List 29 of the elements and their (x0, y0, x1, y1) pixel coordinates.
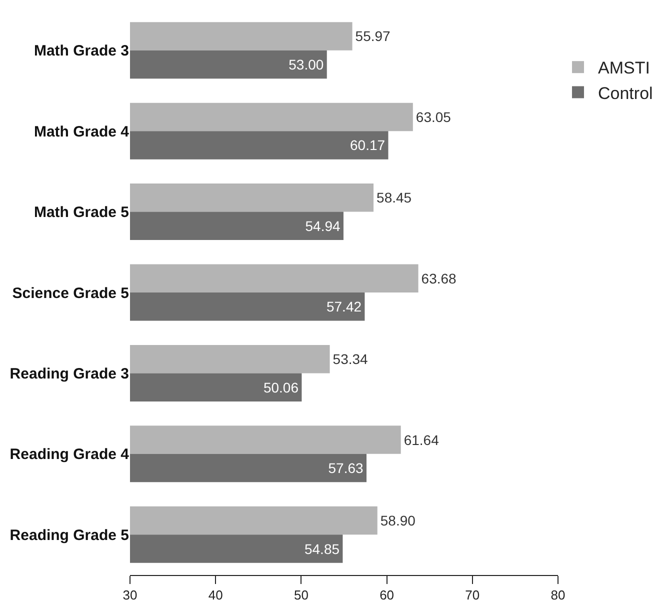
legend-label: AMSTI (598, 58, 650, 78)
y-tick-label: Math Grade 4 (34, 123, 130, 140)
data-label: 53.00 (288, 56, 324, 72)
data-label: 53.34 (332, 351, 368, 368)
x-tick-label: 40 (208, 588, 223, 603)
data-label: 60.17 (350, 137, 386, 154)
data-label: 55.97 (355, 28, 391, 44)
data-label: 63.05 (416, 108, 452, 125)
legend-label: Control (598, 84, 653, 103)
y-tick-label: Science Grade 5 (12, 284, 129, 302)
data-label: 63.68 (421, 270, 457, 286)
data-label: 50.06 (263, 379, 299, 396)
data-label: 58.90 (380, 512, 416, 529)
data-label: 57.42 (326, 298, 362, 315)
x-tick-label: 60 (380, 588, 394, 603)
data-label: 61.64 (404, 432, 440, 448)
x-tick-label: 70 (465, 588, 480, 603)
data-label: 58.45 (376, 190, 412, 206)
y-tick-label: Reading Grade 5 (10, 526, 129, 544)
y-tick-label: Math Grade 3 (34, 42, 129, 60)
data-label: 57.63 (328, 460, 364, 476)
x-tick-label: 30 (122, 588, 138, 603)
y-tick-label: Math Grade 5 (34, 204, 129, 222)
y-tick-label: Reading Grade 4 (10, 446, 130, 464)
x-tick-label: 80 (550, 588, 566, 603)
y-tick-label: Reading Grade 3 (10, 365, 129, 382)
data-label: 54.85 (304, 540, 340, 557)
x-tick-label: 50 (294, 588, 308, 603)
data-label: 54.94 (305, 218, 340, 234)
